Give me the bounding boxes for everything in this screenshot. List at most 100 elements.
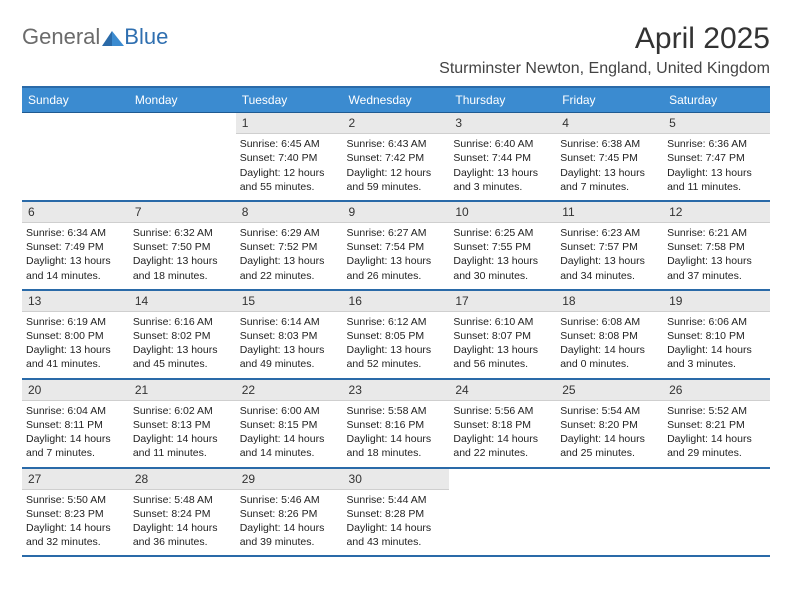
day-sunset: Sunset: 8:08 PM (560, 329, 659, 343)
calendar-day-cell: 9Sunrise: 6:27 AMSunset: 7:54 PMDaylight… (343, 201, 450, 290)
day-daylight: Daylight: 13 hours and 30 minutes. (453, 254, 552, 282)
day-daylight: Daylight: 13 hours and 14 minutes. (26, 254, 125, 282)
day-sunrise: Sunrise: 6:21 AM (667, 226, 766, 240)
day-daylight: Daylight: 13 hours and 18 minutes. (133, 254, 232, 282)
day-sunset: Sunset: 8:03 PM (240, 329, 339, 343)
day-sunset: Sunset: 8:15 PM (240, 418, 339, 432)
day-daylight: Daylight: 14 hours and 11 minutes. (133, 432, 232, 460)
day-sunrise: Sunrise: 6:27 AM (347, 226, 446, 240)
day-sunset: Sunset: 8:02 PM (133, 329, 232, 343)
calendar-day-cell: 1Sunrise: 6:45 AMSunset: 7:40 PMDaylight… (236, 113, 343, 201)
calendar-day-cell: 30 Sunrise: 5:44 AMSunset: 8:28 PMDayligh… (343, 468, 450, 557)
day-number: 1 (236, 113, 343, 134)
day-number: 20 (22, 380, 129, 401)
day-sunrise: Sunrise: 6:16 AM (133, 315, 232, 329)
day-number: 12 (663, 202, 770, 223)
day-sunrise: Sunrise: 6:29 AM (240, 226, 339, 240)
day-sunrise: Sunrise: 6:25 AM (453, 226, 552, 240)
day-daylight: Daylight: 13 hours and 49 minutes. (240, 343, 339, 371)
day-sunset: Sunset: 8:23 PM (26, 507, 125, 521)
calendar-day-cell: 21Sunrise: 6:02 AMSunset: 8:13 PMDayligh… (129, 379, 236, 468)
day-sunrise: Sunrise: 6:34 AM (26, 226, 125, 240)
calendar-day-cell: 19Sunrise: 6:06 AMSunset: 8:10 PMDayligh… (663, 290, 770, 379)
calendar-day-cell: 23Sunrise: 5:58 AMSunset: 8:16 PMDayligh… (343, 379, 450, 468)
calendar-day-cell: 6Sunrise: 6:34 AMSunset: 7:49 PMDaylight… (22, 201, 129, 290)
calendar-day-cell: 4Sunrise: 6:38 AMSunset: 7:45 PMDaylight… (556, 113, 663, 201)
calendar-day-cell: 3Sunrise: 6:40 AMSunset: 7:44 PMDaylight… (449, 113, 556, 201)
day-number: 9 (343, 202, 450, 223)
day-number: 3 (449, 113, 556, 134)
day-sunrise: Sunrise: 6:06 AM (667, 315, 766, 329)
day-number: 25 (556, 380, 663, 401)
calendar-day-cell: 7Sunrise: 6:32 AMSunset: 7:50 PMDaylight… (129, 201, 236, 290)
day-daylight: Daylight: 14 hours and 18 minutes. (347, 432, 446, 460)
calendar-week-row: 27Sunrise: 5:50 AMSunset: 8:23 PMDayligh… (22, 468, 770, 557)
calendar-day-cell (129, 113, 236, 201)
day-sunrise: Sunrise: 6:00 AM (240, 404, 339, 418)
logo-text-general: General (22, 24, 100, 50)
day-number: 22 (236, 380, 343, 401)
page-header: General Blue April 2025 Sturminster Newt… (22, 18, 770, 78)
day-daylight: Daylight: 12 hours and 59 minutes. (347, 166, 446, 194)
calendar-table: Sunday Monday Tuesday Wednesday Thursday… (22, 86, 770, 557)
day-sunset: Sunset: 8:11 PM (26, 418, 125, 432)
day-daylight: Daylight: 14 hours and 25 minutes. (560, 432, 659, 460)
calendar-day-cell: 15 Sunrise: 6:14 AMSunset: 8:03 PMDayligh… (236, 290, 343, 379)
day-sunset: Sunset: 7:54 PM (347, 240, 446, 254)
calendar-body: 1 Sunrise: 6:45 AMSunset: 7:40 PM Daylight… (22, 113, 770, 557)
day-sunrise: Sunrise: 6:02 AM (133, 404, 232, 418)
day-sunset: Sunset: 7:47 PM (667, 151, 766, 165)
day-sunset: Sunset: 8:07 PM (453, 329, 552, 343)
day-sunrise: Sunrise: 6:04 AM (26, 404, 125, 418)
day-daylight: Daylight: 14 hours and 29 minutes. (667, 432, 766, 460)
day-daylight: Daylight: 13 hours and 11 minutes. (667, 166, 766, 194)
day-number: 5 (663, 113, 770, 134)
calendar-day-cell (449, 468, 556, 557)
calendar-day-cell: 16Sunrise: 6:12 AMSunset: 8:05 PMDayligh… (343, 290, 450, 379)
logo-triangle-icon (102, 28, 124, 46)
day-daylight: Daylight: 14 hours and 0 minutes. (560, 343, 659, 371)
day-number: 2 (343, 113, 450, 134)
calendar-day-cell: 27Sunrise: 5:50 AMSunset: 8:23 PMDayligh… (22, 468, 129, 557)
day-daylight: Daylight: 14 hours and 43 minutes. (347, 521, 446, 549)
day-sunrise: Sunrise: 6:14 AM (240, 315, 339, 329)
calendar-day-cell: 12Sunrise: 6:21 AMSunset: 7:58 PMDayligh… (663, 201, 770, 290)
day-sunrise: Sunrise: 6:12 AM (347, 315, 446, 329)
calendar-day-cell (22, 113, 129, 201)
day-daylight: Daylight: 13 hours and 41 minutes. (26, 343, 125, 371)
day-number (22, 113, 129, 117)
day-sunset: Sunset: 7:44 PM (453, 151, 552, 165)
day-sunrise: Sunrise: 6:23 AM (560, 226, 659, 240)
day-sunrise: Sunrise: 6:32 AM (133, 226, 232, 240)
day-sunset: Sunset: 7:40 PM (240, 151, 339, 165)
day-header: Friday (556, 87, 663, 113)
calendar-day-cell: 13Sunrise: 6:19 AMSunset: 8:00 PMDayligh… (22, 290, 129, 379)
day-sunrise: Sunrise: 5:54 AM (560, 404, 659, 418)
day-sunrise: Sunrise: 5:44 AM (347, 493, 446, 507)
day-number: 30 (343, 469, 450, 490)
day-header: Tuesday (236, 87, 343, 113)
day-sunrise: Sunrise: 6:10 AM (453, 315, 552, 329)
day-sunrise: Sunrise: 6:45 AM (240, 137, 339, 151)
day-sunset: Sunset: 8:20 PM (560, 418, 659, 432)
day-sunset: Sunset: 8:28 PM (347, 507, 446, 521)
day-number: 13 (22, 291, 129, 312)
day-header: Monday (129, 87, 236, 113)
calendar-week-row: 1 Sunrise: 6:45 AMSunset: 7:40 PM Daylight… (22, 113, 770, 201)
day-number: 26 (663, 380, 770, 401)
day-sunset: Sunset: 7:58 PM (667, 240, 766, 254)
day-sunset: Sunset: 7:50 PM (133, 240, 232, 254)
day-number (129, 113, 236, 117)
day-sunset: Sunset: 8:24 PM (133, 507, 232, 521)
title-block: April 2025 Sturminster Newton, England, … (439, 22, 770, 78)
day-sunset: Sunset: 8:26 PM (240, 507, 339, 521)
page-title: April 2025 (439, 22, 770, 56)
day-daylight: Daylight: 13 hours and 7 minutes. (560, 166, 659, 194)
day-sunrise: Sunrise: 6:40 AM (453, 137, 552, 151)
day-sunset: Sunset: 8:00 PM (26, 329, 125, 343)
calendar-day-cell: 10Sunrise: 6:25 AMSunset: 7:55 PMDayligh… (449, 201, 556, 290)
calendar-day-cell: 22Sunrise: 6:00 AMSunset: 8:15 PMDayligh… (236, 379, 343, 468)
calendar-day-cell: 20Sunrise: 6:04 AMSunset: 8:11 PMDayligh… (22, 379, 129, 468)
day-number: 15 (236, 291, 343, 312)
day-number: 10 (449, 202, 556, 223)
